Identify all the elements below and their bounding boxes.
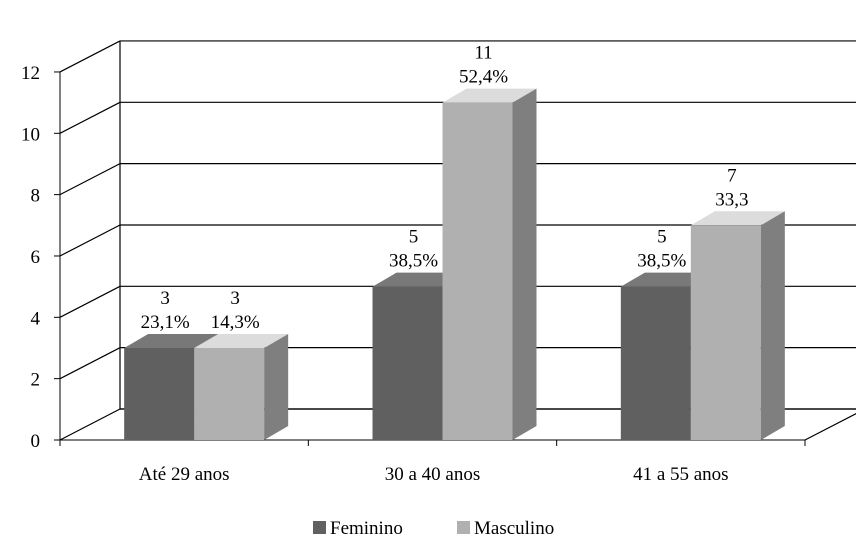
y-tick-label: 12 bbox=[21, 63, 40, 84]
data-labels: 3 23,1% 3 14,3% 5 38,5% 11 52,4% 5 38,5% 7 33,3 bbox=[141, 43, 749, 333]
data-label-value: 5 bbox=[409, 227, 419, 248]
bar-front bbox=[690, 225, 761, 440]
gridline-diagonal bbox=[59, 40, 121, 73]
category-label: 30 a 40 anos bbox=[385, 464, 481, 485]
bar-side bbox=[264, 333, 289, 440]
bars bbox=[124, 88, 785, 440]
data-label-percent: 38,5% bbox=[637, 251, 686, 272]
bar-side bbox=[512, 88, 537, 440]
y-tick-label: 6 bbox=[31, 247, 41, 268]
gridline-diagonal bbox=[59, 408, 121, 441]
gridline-diagonal bbox=[59, 101, 121, 134]
y-tick-label: 8 bbox=[31, 186, 41, 207]
gridline-diagonal bbox=[59, 347, 121, 380]
gridline-diagonal bbox=[59, 163, 121, 196]
legend: Feminino Masculino bbox=[313, 518, 554, 539]
data-label-value: 5 bbox=[657, 227, 667, 248]
gridline-diagonal bbox=[59, 224, 121, 257]
bar-front bbox=[124, 347, 195, 440]
y-tick-label: 4 bbox=[31, 308, 41, 329]
data-label-value: 11 bbox=[474, 43, 492, 64]
data-label-value: 3 bbox=[230, 288, 240, 309]
legend-swatch-masculino bbox=[457, 521, 470, 534]
category-labels: Até 29 anos 30 a 40 anos 41 a 55 anos bbox=[139, 464, 729, 485]
bar-front bbox=[620, 286, 691, 440]
data-label-percent: 38,5% bbox=[389, 251, 438, 272]
y-tick-label: 2 bbox=[31, 370, 41, 391]
category-label: Até 29 anos bbox=[139, 464, 230, 485]
gridline-diagonal bbox=[59, 285, 121, 318]
legend-label-masculino: Masculino bbox=[474, 518, 554, 539]
data-label-value: 3 bbox=[160, 288, 170, 309]
bar-top bbox=[124, 333, 219, 348]
bar-top bbox=[194, 333, 289, 348]
y-tick-label: 0 bbox=[31, 431, 41, 452]
legend-label-feminino: Feminino bbox=[330, 518, 403, 539]
data-label-value: 7 bbox=[727, 165, 737, 186]
data-label-percent: 33,3 bbox=[715, 189, 748, 210]
bar-front bbox=[194, 347, 265, 440]
data-label-percent: 52,4% bbox=[459, 67, 508, 88]
bar-side bbox=[760, 211, 785, 440]
data-label-percent: 23,1% bbox=[141, 312, 190, 333]
bar-front bbox=[442, 102, 513, 440]
legend-swatch-feminino bbox=[313, 521, 326, 534]
category-label: 41 a 55 anos bbox=[633, 464, 729, 485]
bar-front bbox=[372, 286, 443, 440]
bar-top bbox=[690, 211, 785, 226]
bar-top bbox=[442, 88, 537, 103]
data-label-percent: 14,3% bbox=[211, 312, 260, 333]
y-tick-label: 10 bbox=[21, 124, 40, 145]
floor-right-edge bbox=[804, 412, 856, 441]
y-tick-labels: 0 2 4 6 8 10 12 bbox=[21, 63, 41, 452]
